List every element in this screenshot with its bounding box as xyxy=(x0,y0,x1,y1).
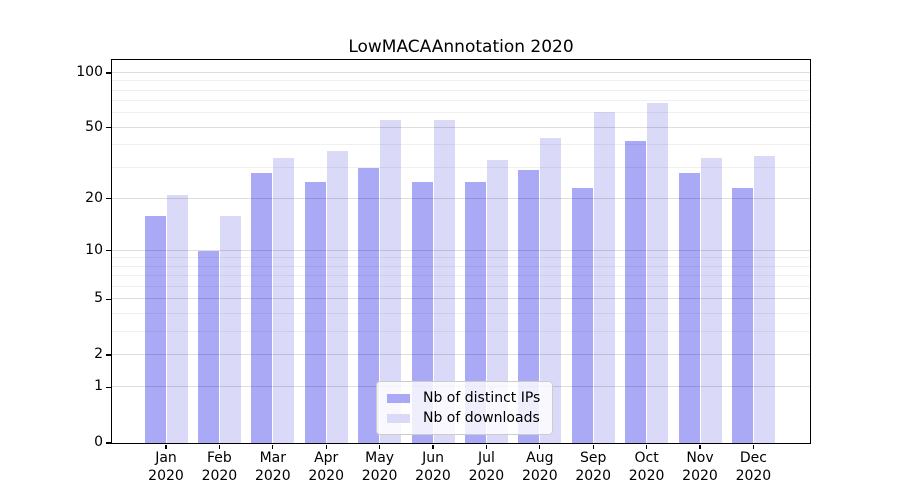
y-tick-mark-10 xyxy=(106,249,111,252)
y-tick-label-1: 1 xyxy=(94,378,103,395)
y-tick-mark-2 xyxy=(106,354,111,356)
bar-downloads-nov xyxy=(700,157,722,443)
minor-gridline-80 xyxy=(112,89,810,91)
y-tick-label-20: 20 xyxy=(85,189,103,206)
bar-distinct-ips-jun xyxy=(411,181,433,443)
x-tick-mark-oct xyxy=(645,444,648,449)
bar-downloads-mar xyxy=(273,157,295,443)
minor-gridline-40 xyxy=(112,144,810,146)
x-tick-label-jan: Jan 2020 xyxy=(148,450,184,484)
x-tick-label-apr: Apr 2020 xyxy=(308,450,344,484)
bar-distinct-ips-sep xyxy=(571,188,593,443)
y-tick-label-10: 10 xyxy=(85,241,103,258)
y-tick-mark-100 xyxy=(106,72,111,74)
bar-downloads-aug xyxy=(540,137,562,443)
major-gridline-100 xyxy=(112,71,810,73)
x-tick-label-jun: Jun 2020 xyxy=(415,450,451,484)
bar-downloads-sep xyxy=(593,111,615,443)
bar-distinct-ips-may xyxy=(358,167,380,443)
x-tick-mark-aug xyxy=(539,444,541,449)
x-tick-mark-may xyxy=(378,444,381,449)
x-tick-mark-jul xyxy=(485,444,488,449)
bar-distinct-ips-jan xyxy=(144,215,166,443)
y-tick-mark-0 xyxy=(106,442,111,444)
bar-downloads-jul xyxy=(486,160,508,443)
bar-downloads-may xyxy=(380,120,402,443)
bar-distinct-ips-feb xyxy=(197,250,219,443)
x-tick-label-dec: Dec 2020 xyxy=(735,450,772,484)
x-tick-mark-jun xyxy=(432,444,434,449)
bar-downloads-jan xyxy=(166,195,188,443)
y-tick-mark-20 xyxy=(106,198,111,200)
x-tick-label-oct: Oct 2020 xyxy=(628,450,665,484)
x-tick-mark-dec xyxy=(752,444,755,449)
bar-distinct-ips-nov xyxy=(678,172,700,443)
legend-swatch-downloads xyxy=(387,413,410,423)
minor-gridline-70 xyxy=(112,100,810,102)
bar-downloads-apr xyxy=(326,151,348,443)
y-tick-label-100: 100 xyxy=(76,63,103,80)
bar-downloads-jun xyxy=(433,120,455,443)
plot-area: Nb of distinct IPs Nb of downloads 0 1 2 5 1… xyxy=(76,59,811,484)
chart-title: LowMACAAnnotation 2020 xyxy=(348,37,574,57)
y-tick-label-2: 2 xyxy=(94,345,103,362)
bar-distinct-ips-apr xyxy=(304,181,326,443)
y-tick-label-50: 50 xyxy=(85,118,103,135)
legend-label-distinct-ips: Nb of distinct IPs xyxy=(423,390,541,406)
x-tick-mark-sep xyxy=(592,444,594,449)
minor-gridline-90 xyxy=(112,80,810,82)
major-gridline-50 xyxy=(112,126,810,128)
legend-item-distinct-ips: Nb of distinct IPs xyxy=(387,388,540,408)
x-tick-label-sep: Sep 2020 xyxy=(575,450,611,484)
y-tick-mark-50 xyxy=(106,126,111,129)
y-tick-label-5: 5 xyxy=(94,290,103,307)
bar-distinct-ips-aug xyxy=(518,170,540,443)
bar-downloads-feb xyxy=(219,215,241,443)
x-tick-mark-feb xyxy=(218,444,221,449)
y-tick-mark-5 xyxy=(106,298,111,300)
bar-distinct-ips-dec xyxy=(731,188,753,443)
x-tick-mark-jan xyxy=(165,444,167,449)
bar-distinct-ips-oct xyxy=(625,141,647,443)
x-tick-label-may: May 2020 xyxy=(361,450,398,484)
x-tick-mark-nov xyxy=(699,444,701,449)
bar-downloads-oct xyxy=(647,103,669,443)
bar-distinct-ips-mar xyxy=(251,172,273,443)
bar-downloads-dec xyxy=(753,155,775,443)
legend-label-downloads: Nb of downloads xyxy=(423,410,540,426)
x-tick-label-aug: Aug 2020 xyxy=(521,450,558,484)
legend: Nb of distinct IPs Nb of downloads xyxy=(376,381,554,435)
y-tick-mark-1 xyxy=(106,386,111,389)
legend-item-downloads: Nb of downloads xyxy=(387,408,540,428)
minor-gridline-60 xyxy=(112,112,810,114)
bar-distinct-ips-jul xyxy=(464,181,486,443)
x-tick-label-mar: Mar 2020 xyxy=(254,450,291,484)
x-tick-mark-mar xyxy=(272,444,274,449)
x-tick-mark-apr xyxy=(325,444,327,449)
x-tick-label-feb: Feb 2020 xyxy=(201,450,238,484)
legend-swatch-distinct-ips xyxy=(387,393,410,403)
x-tick-label-jul: Jul 2020 xyxy=(468,450,505,484)
x-tick-label-nov: Nov 2020 xyxy=(682,450,718,484)
y-tick-label-0: 0 xyxy=(94,434,103,450)
